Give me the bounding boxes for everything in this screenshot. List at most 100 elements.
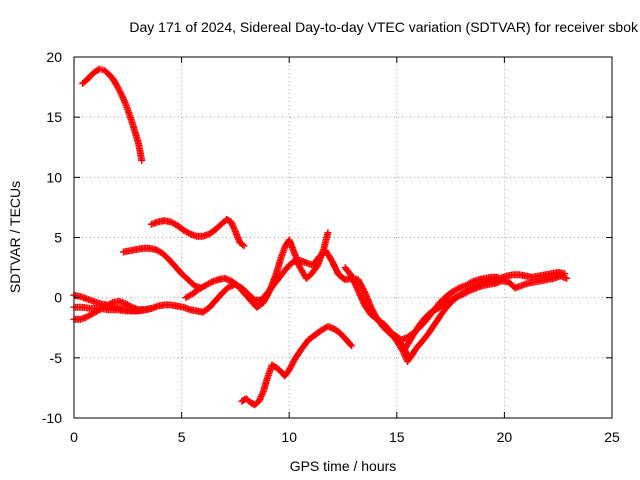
y-tick-label: 0: [54, 290, 62, 306]
series-segment: [149, 219, 160, 228]
series-segment: [468, 285, 479, 294]
series-segment: [207, 297, 219, 310]
series-segment: [118, 92, 129, 106]
series-segment: [203, 279, 214, 289]
chart-title: Day 171 of 2024, Sidereal Day-to-day VTE…: [129, 19, 639, 35]
series-segment: [431, 300, 443, 313]
series-segment: [84, 72, 94, 83]
series-arc-6: [70, 303, 147, 315]
series-arc-7: [182, 229, 332, 311]
series-segment: [239, 396, 249, 404]
series-segment: [201, 231, 212, 240]
series-segment: [426, 320, 439, 335]
series-segment: [153, 246, 165, 256]
series-segment: [394, 339, 406, 354]
series-segment: [104, 299, 115, 309]
series-segment: [266, 271, 280, 293]
series-segment: [244, 396, 253, 405]
series-segment: [213, 290, 225, 303]
series-segment: [308, 264, 320, 277]
series-segment: [290, 248, 303, 270]
series-segment: [474, 282, 485, 291]
series-segment: [278, 265, 290, 279]
series-segment: [314, 247, 327, 269]
series-segment: [513, 282, 524, 291]
series-segment: [368, 312, 380, 322]
series-segment: [402, 335, 415, 351]
series-segment: [399, 334, 410, 343]
series-segment: [102, 67, 111, 77]
data-point: [139, 306, 147, 314]
series-segment: [78, 314, 89, 323]
y-axis-label: SDTVAR / TECUs: [7, 181, 23, 293]
series-segment: [252, 398, 262, 408]
data-point: [563, 274, 571, 282]
series-segment: [319, 323, 330, 333]
series-segment: [200, 304, 212, 315]
series-segment: [519, 280, 530, 289]
series-segment: [433, 311, 445, 326]
series-segment: [405, 353, 415, 364]
series-arc-8: [238, 323, 356, 409]
series-segment: [493, 277, 505, 287]
series-segment: [298, 257, 309, 266]
series-segment: [172, 264, 184, 276]
x-tick-label: 20: [497, 429, 513, 445]
series-segment: [213, 220, 225, 232]
series-segment: [209, 276, 221, 285]
series-segment: [175, 222, 186, 233]
series-segment: [448, 293, 459, 303]
series-segment: [106, 71, 116, 81]
series-segment: [114, 84, 124, 97]
x-tick-label: 10: [281, 429, 297, 445]
series-segment: [222, 275, 233, 284]
series-segment: [181, 304, 193, 313]
series-segment: [160, 250, 171, 262]
data-point: [324, 229, 332, 237]
series-segment: [444, 289, 455, 299]
series-segment: [237, 240, 247, 249]
y-tick-label: 5: [54, 230, 62, 246]
series-arc-1: [79, 65, 146, 164]
series-segment: [117, 298, 128, 307]
series-segment: [135, 141, 145, 163]
series-arc-2: [147, 215, 248, 250]
series-segment: [269, 362, 279, 371]
data-point: [399, 348, 407, 356]
series-segment: [293, 346, 305, 360]
series-segment: [131, 127, 142, 146]
series-segment: [361, 302, 374, 317]
series-segment: [286, 355, 299, 372]
series-arc-11: [391, 273, 502, 344]
series-segment: [89, 69, 98, 78]
series-segment: [179, 271, 191, 282]
series-segment: [424, 308, 436, 322]
series-segment: [323, 248, 335, 264]
x-tick-label: 0: [70, 429, 78, 445]
x-axis-label: GPS time / hours: [290, 458, 397, 474]
series-segment: [260, 288, 273, 305]
series-segment: [110, 76, 120, 88]
axis-ticks: 0 5 10 15 20 25 -10 -5 0 5 10 15 20: [42, 49, 620, 445]
series-segment: [85, 310, 96, 320]
y-tick-label: 15: [46, 109, 62, 125]
series-segment: [558, 273, 569, 282]
series-segment: [93, 66, 102, 75]
series-segment: [282, 367, 292, 378]
series-segment: [166, 256, 178, 269]
series-segment: [85, 296, 96, 305]
series-segment: [326, 323, 337, 332]
series-segment: [306, 332, 318, 343]
x-tick-label: 15: [389, 429, 405, 445]
series-segment: [381, 321, 393, 334]
series-segment: [123, 301, 134, 310]
series-segment: [235, 283, 247, 296]
series-segment: [348, 274, 361, 293]
series-segment: [227, 281, 238, 290]
series-segment: [405, 330, 417, 340]
series-segment: [413, 338, 425, 351]
data-marks: [70, 65, 571, 409]
series-segment: [284, 259, 296, 270]
series-segment: [181, 227, 193, 237]
